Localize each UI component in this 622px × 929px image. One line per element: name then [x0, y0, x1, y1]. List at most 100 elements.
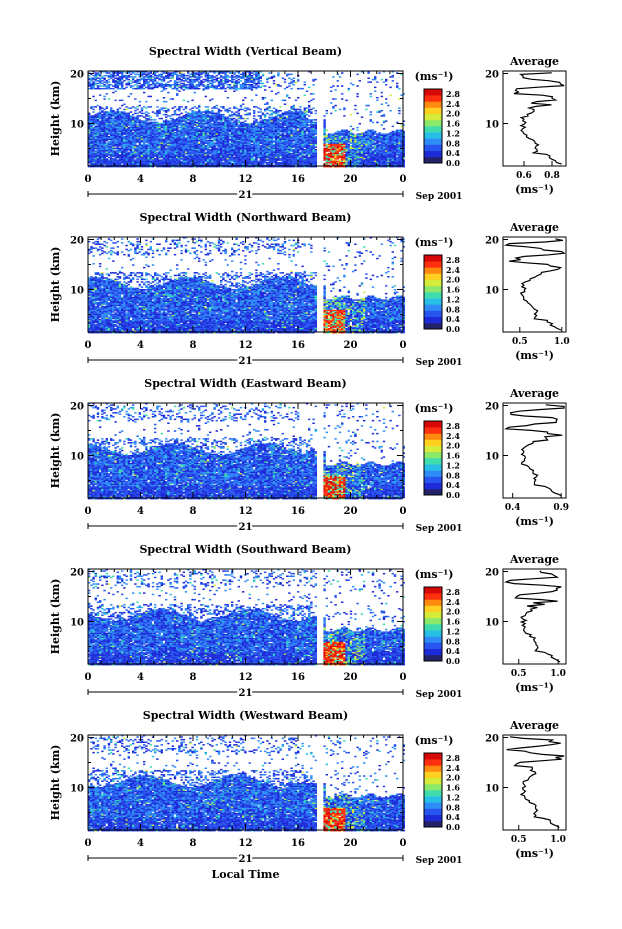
heatmap-cell [268, 107, 270, 109]
heatmap-cell [114, 144, 116, 146]
heatmap-cell [306, 150, 308, 152]
heatmap-cell [249, 157, 251, 159]
heatmap-cell [211, 98, 213, 100]
heatmap-cell [101, 146, 103, 148]
heatmap-cell [288, 146, 290, 148]
heatmap-cell [299, 111, 301, 113]
heatmap-cell [141, 110, 143, 112]
heatmap-cell [251, 144, 253, 146]
heatmap-cell [224, 128, 226, 130]
heatmap-cell [229, 87, 231, 89]
heatmap-cell [205, 130, 207, 132]
heatmap-cell [299, 110, 301, 112]
heatmap-cell [191, 145, 193, 147]
heatmap-cell [229, 153, 231, 155]
heatmap-cell [191, 122, 193, 124]
heatmap-cell [235, 131, 237, 133]
heatmap-cell [202, 163, 204, 165]
heatmap-cell [231, 87, 233, 89]
heatmap-cell [288, 152, 290, 154]
heatmap-cell [117, 85, 119, 87]
heatmap-cell [110, 75, 112, 77]
heatmap-cell [288, 130, 290, 132]
heatmap-cell [134, 140, 136, 142]
heatmap-cell [246, 132, 248, 134]
heatmap-cell [200, 126, 202, 128]
heatmap-cell [152, 133, 154, 135]
heatmap-cell [167, 84, 169, 86]
heatmap-cell [145, 136, 147, 138]
heatmap-cell [176, 84, 178, 86]
heatmap-cell [295, 159, 297, 161]
heatmap-cell [132, 136, 134, 138]
heatmap-cell [97, 146, 99, 148]
heatmap-cell [128, 124, 130, 126]
heatmap-cell [119, 140, 121, 142]
heatmap-cell [108, 150, 110, 152]
heatmap-cell [134, 124, 136, 126]
heatmap-cell [231, 157, 233, 159]
heatmap-cell [213, 127, 215, 128]
heatmap-cell [235, 85, 237, 87]
heatmap-cell [134, 163, 136, 165]
heatmap-cell [156, 141, 158, 143]
heatmap-cell [196, 133, 198, 135]
heatmap-cell [235, 88, 237, 90]
heatmap-cell [106, 120, 108, 122]
heatmap-cell [207, 140, 209, 142]
heatmap-cell [92, 130, 94, 132]
heatmap-cell [306, 120, 308, 122]
heatmap-cell [92, 122, 94, 124]
heatmap-cell [95, 128, 97, 130]
heatmap-cell [211, 146, 213, 148]
heatmap-cell [139, 80, 141, 82]
heatmap-cell [257, 124, 259, 126]
heatmap-cell [152, 157, 154, 159]
heatmap-cell [101, 88, 103, 90]
heatmap-cell [233, 85, 235, 87]
heatmap-cell [297, 115, 299, 117]
heatmap-cell [227, 110, 229, 112]
heatmap-cell [156, 139, 158, 141]
heatmap-cell [165, 143, 167, 145]
heatmap-cell [260, 124, 262, 126]
heatmap-cell [117, 119, 119, 121]
heatmap-cell [165, 150, 167, 152]
heatmap-cell [279, 153, 281, 155]
heatmap-cell [290, 79, 292, 81]
heatmap-cell [235, 150, 237, 152]
heatmap-cell [304, 130, 306, 132]
heatmap-cell [165, 156, 167, 158]
heatmap-cell [119, 131, 121, 133]
heatmap-cell [205, 110, 207, 112]
heatmap-cell [134, 137, 136, 139]
heatmap-cell [143, 81, 145, 83]
heatmap-cell [213, 122, 215, 124]
heatmap-cell [183, 132, 185, 134]
heatmap-cell [207, 137, 209, 139]
heatmap-cell [123, 109, 125, 111]
heatmap-cell [112, 122, 114, 124]
heatmap-cell [264, 109, 266, 111]
heatmap-cell [260, 132, 262, 134]
heatmap-cell [130, 124, 132, 126]
heatmap-cell [295, 110, 297, 112]
heatmap-cell [246, 84, 248, 86]
heatmap-cell [231, 114, 233, 116]
heatmap-cell [205, 128, 207, 130]
heatmap-cell [134, 110, 136, 112]
heatmap-cell [266, 127, 268, 128]
heatmap-cell [117, 150, 119, 152]
heatmap-cell [189, 163, 191, 165]
heatmap-cell [268, 139, 270, 141]
heatmap-cell [196, 148, 198, 150]
heatmap-cell [218, 141, 220, 143]
heatmap-cell [306, 143, 308, 145]
heatmap-cell [227, 119, 229, 121]
heatmap-cell [260, 83, 262, 85]
heatmap-cell [288, 136, 290, 138]
heatmap-cell [242, 136, 244, 138]
heatmap-cell [299, 162, 301, 164]
heatmap-cell [253, 80, 255, 82]
heatmap-cell [229, 80, 231, 82]
